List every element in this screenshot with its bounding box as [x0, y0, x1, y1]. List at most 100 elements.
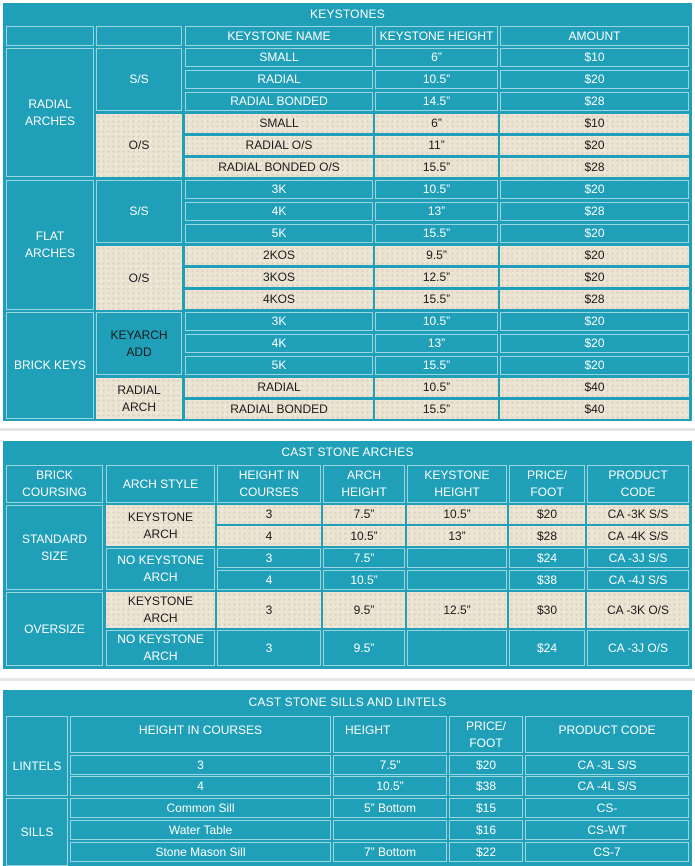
price-cell: $16 — [449, 820, 523, 840]
arch-height-cell: 7.5” — [323, 505, 405, 524]
arch-height-cell: 9.5” — [323, 630, 405, 666]
keystone-height-cell — [407, 548, 507, 568]
subgroup-radial-arch: RADIAL ARCH — [96, 378, 182, 419]
keystone-height-cell: 9.5” — [375, 246, 498, 265]
keystone-height-cell — [407, 630, 507, 666]
amount-cell: $20 — [500, 312, 689, 331]
product-code-cell: CS-WT — [525, 820, 689, 840]
keystone-name-cell: 5K — [185, 356, 373, 375]
amount-cell: $10 — [500, 114, 689, 133]
style-oversize-no-keystone-arch: NO KEYSTONE ARCH — [106, 630, 215, 666]
keystone-name-cell: 2KOS — [185, 246, 373, 265]
group-radial-arches: RADIAL ARCHES — [6, 48, 94, 177]
keystone-height-cell: 10.5” — [407, 505, 507, 524]
keystone-height-cell — [407, 570, 507, 590]
keystone-name-cell: RADIAL — [185, 70, 373, 89]
amount-cell: $20 — [500, 224, 689, 243]
price-cell: $24 — [509, 630, 585, 666]
group-sills: SILLS — [6, 798, 68, 866]
product-code-cell: CA -4L S/S — [525, 776, 689, 796]
keystone-name-cell: RADIAL O/S — [185, 136, 373, 155]
keystone-height-cell: 15.5” — [375, 400, 498, 419]
height-in-courses-cell: 3 — [217, 630, 321, 666]
height-in-courses-cell: Water Table — [70, 820, 331, 840]
subgroup-radial-os: O/S — [96, 114, 182, 177]
arch-height-cell: 9.5” — [323, 592, 405, 628]
keystone-name-cell: RADIAL — [185, 378, 373, 397]
header-product-code: PRODUCT CODE — [525, 716, 689, 753]
keyarch-label: KEYARCH ADD — [110, 327, 168, 359]
keystone-height-cell: 10.5” — [375, 378, 498, 397]
header-blank-1 — [6, 26, 94, 46]
keystone-name-cell: SMALL — [185, 48, 373, 67]
amount-cell: $20 — [500, 356, 689, 375]
keystone-name-cell: RADIAL BONDED — [185, 400, 373, 419]
amount-cell: $28 — [500, 158, 689, 177]
amount-cell: $20 — [500, 268, 689, 287]
height-in-courses-cell: 4 — [70, 776, 331, 796]
keystone-height-cell: 6” — [375, 114, 498, 133]
header-arch-height: ARCH HEIGHT — [323, 465, 405, 503]
price-cell: $28 — [509, 526, 585, 546]
header-keystone-height: KEYSTONE HEIGHT — [375, 26, 498, 46]
header-amount: AMOUNT — [500, 26, 689, 46]
keystone-height-cell: 10.5” — [375, 180, 498, 199]
amount-cell: $20 — [500, 136, 689, 155]
keystone-height-cell: 13” — [375, 202, 498, 221]
keystones-table: KEYSTONES KEYSTONE NAME KEYSTONE HEIGHT … — [3, 3, 692, 421]
subgroup-radial-ss: S/S — [96, 48, 182, 111]
amount-cell: $20 — [500, 246, 689, 265]
header-product-code: PRODUCT CODE — [587, 465, 689, 503]
height-cell: 5” Bottom — [333, 798, 447, 818]
price-cell: $30 — [509, 592, 585, 628]
price-cell: $24 — [509, 548, 585, 568]
keystone-height-cell: 12.5” — [375, 268, 498, 287]
header-brick-coursing: BRICK COURSING — [6, 465, 103, 503]
keystone-name-cell: RADIAL BONDED O/S — [185, 158, 373, 177]
keystone-name-cell: 3K — [185, 312, 373, 331]
price-cell: $20 — [509, 505, 585, 524]
header-arch-style: ARCH STYLE — [106, 465, 215, 503]
amount-cell: $28 — [500, 290, 689, 309]
height-in-courses-cell: Common Sill — [70, 798, 331, 818]
group-flat-arches: FLAT ARCHES — [6, 180, 94, 310]
keystone-height-cell: 15.5” — [375, 290, 498, 309]
price-cell: $15 — [449, 798, 523, 818]
header-keystone-name: KEYSTONE NAME — [185, 26, 373, 46]
arch-height-cell: 7.5” — [323, 548, 405, 568]
subgroup-flat-os: O/S — [96, 246, 182, 310]
height-in-courses-cell: 3 — [217, 548, 321, 568]
section-divider — [0, 428, 695, 431]
arches-table: CAST STONE ARCHES BRICK COURSING ARCH ST… — [3, 441, 692, 669]
header-blank-2 — [96, 26, 182, 46]
product-code-cell: CA -3K O/S — [587, 592, 689, 628]
amount-cell: $28 — [500, 202, 689, 221]
keystones-title: KEYSTONES — [310, 6, 385, 21]
keystone-height-cell: 15.5” — [375, 224, 498, 243]
header-price-foot: PRICE/ FOOT — [509, 465, 585, 503]
height-in-courses-cell: Stone Mason Sill — [70, 842, 331, 862]
group-standard-size: STANDARD SIZE — [6, 505, 103, 590]
keystone-height-cell: 11” — [375, 136, 498, 155]
amount-cell: $40 — [500, 378, 689, 397]
height-cell: 7” Bottom — [333, 842, 447, 862]
subgroup-keyarch-add: KEYARCH ADD — [96, 312, 182, 375]
height-in-courses-cell: 3 — [217, 505, 321, 524]
style-standard-keystone-arch: KEYSTONE ARCH — [106, 505, 215, 546]
amount-cell: $40 — [500, 400, 689, 419]
keystone-height-cell: 13” — [375, 334, 498, 353]
header-price-foot: PRICE/ FOOT — [449, 716, 523, 753]
style-standard-no-keystone-arch: NO KEYSTONE ARCH — [106, 548, 215, 590]
keystone-name-cell: RADIAL BONDED — [185, 92, 373, 111]
header-height-in-courses: HEIGHT IN COURSES — [70, 716, 331, 753]
keystone-height-cell: 10.5” — [375, 312, 498, 331]
keystone-height-cell: 13” — [407, 526, 507, 546]
group-brick-keys: BRICK KEYS — [6, 312, 94, 419]
arches-title: CAST STONE ARCHES — [281, 445, 414, 459]
height-in-courses-cell: 3 — [70, 755, 331, 775]
price-cell: $20 — [449, 755, 523, 775]
price-cell: $22 — [449, 842, 523, 862]
price-cell: $38 — [509, 570, 585, 590]
product-code-cell: CA -3J O/S — [587, 630, 689, 666]
height-in-courses-cell: 4 — [217, 570, 321, 590]
